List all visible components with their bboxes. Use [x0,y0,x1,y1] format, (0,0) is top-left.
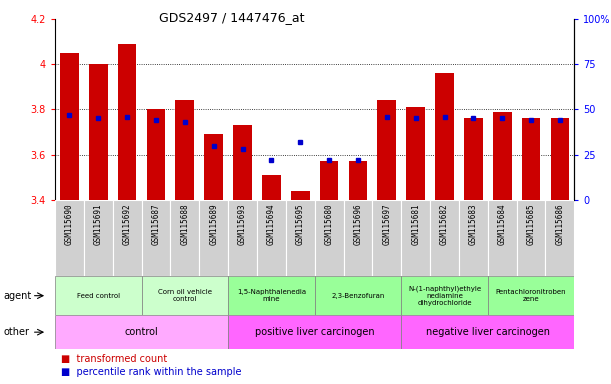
Text: 2,3-Benzofuran: 2,3-Benzofuran [331,293,385,299]
Bar [175,101,194,200]
Text: agent: agent [3,291,31,301]
Text: N-(1-naphthyl)ethyle
nediamine
dihydrochloride: N-(1-naphthyl)ethyle nediamine dihydroch… [408,285,481,306]
Text: GSM115693: GSM115693 [238,204,247,245]
Bar [142,200,170,276]
Bar [315,276,401,315]
Bar [204,134,223,200]
Bar [286,200,315,276]
Text: GSM115697: GSM115697 [382,204,391,245]
Text: GSM115690: GSM115690 [65,204,74,245]
Bar [348,161,367,200]
Text: GSM115684: GSM115684 [498,204,507,245]
Bar [401,315,574,349]
Text: GSM115680: GSM115680 [324,204,334,245]
Bar [488,276,574,315]
Text: GSM115688: GSM115688 [180,204,189,245]
Text: GSM115681: GSM115681 [411,204,420,245]
Text: GSM115686: GSM115686 [555,204,565,245]
Bar [343,200,372,276]
Bar [430,200,459,276]
Text: positive liver carcinogen: positive liver carcinogen [255,327,375,337]
Bar [233,125,252,200]
Bar [199,200,228,276]
Bar [147,109,166,200]
Bar [320,161,338,200]
Bar [372,200,401,276]
Bar [262,175,281,200]
Text: Pentachloronitroben
zene: Pentachloronitroben zene [496,289,566,302]
Text: ■  percentile rank within the sample: ■ percentile rank within the sample [61,367,241,377]
Text: 1,5-Naphthalenedia
mine: 1,5-Naphthalenedia mine [237,289,306,302]
Bar [55,276,142,315]
Text: GSM115692: GSM115692 [123,204,131,245]
Bar [118,44,136,200]
Text: Corn oil vehicle
control: Corn oil vehicle control [158,289,212,302]
Text: GSM115689: GSM115689 [209,204,218,245]
Bar [228,315,401,349]
Bar [406,107,425,200]
Bar [551,119,569,200]
Bar [315,200,343,276]
Text: control: control [125,327,158,337]
Bar [112,200,142,276]
Text: GSM115694: GSM115694 [267,204,276,245]
Bar [546,200,574,276]
Bar [459,200,488,276]
Bar [493,112,511,200]
Bar [142,276,228,315]
Text: GSM115696: GSM115696 [353,204,362,245]
Bar [60,53,79,200]
Text: GSM115685: GSM115685 [527,204,536,245]
Text: GSM115683: GSM115683 [469,204,478,245]
Text: Feed control: Feed control [77,293,120,299]
Bar [488,200,517,276]
Bar [55,315,228,349]
Bar [84,200,112,276]
Bar [401,276,488,315]
Text: GSM115691: GSM115691 [93,204,103,245]
Bar [464,119,483,200]
Text: other: other [3,327,29,337]
Bar [291,190,310,200]
Bar [522,119,541,200]
Bar [228,200,257,276]
Text: ■  transformed count: ■ transformed count [61,354,167,364]
Bar [257,200,286,276]
Bar [89,65,108,200]
Text: GSM115682: GSM115682 [440,204,449,245]
Bar [517,200,546,276]
Bar [435,73,454,200]
Bar [228,276,315,315]
Text: GSM115695: GSM115695 [296,204,305,245]
Text: GSM115687: GSM115687 [152,204,161,245]
Bar [401,200,430,276]
Text: negative liver carcinogen: negative liver carcinogen [426,327,550,337]
Bar [170,200,199,276]
Bar [55,200,84,276]
Bar [378,101,396,200]
Text: GDS2497 / 1447476_at: GDS2497 / 1447476_at [159,12,305,25]
